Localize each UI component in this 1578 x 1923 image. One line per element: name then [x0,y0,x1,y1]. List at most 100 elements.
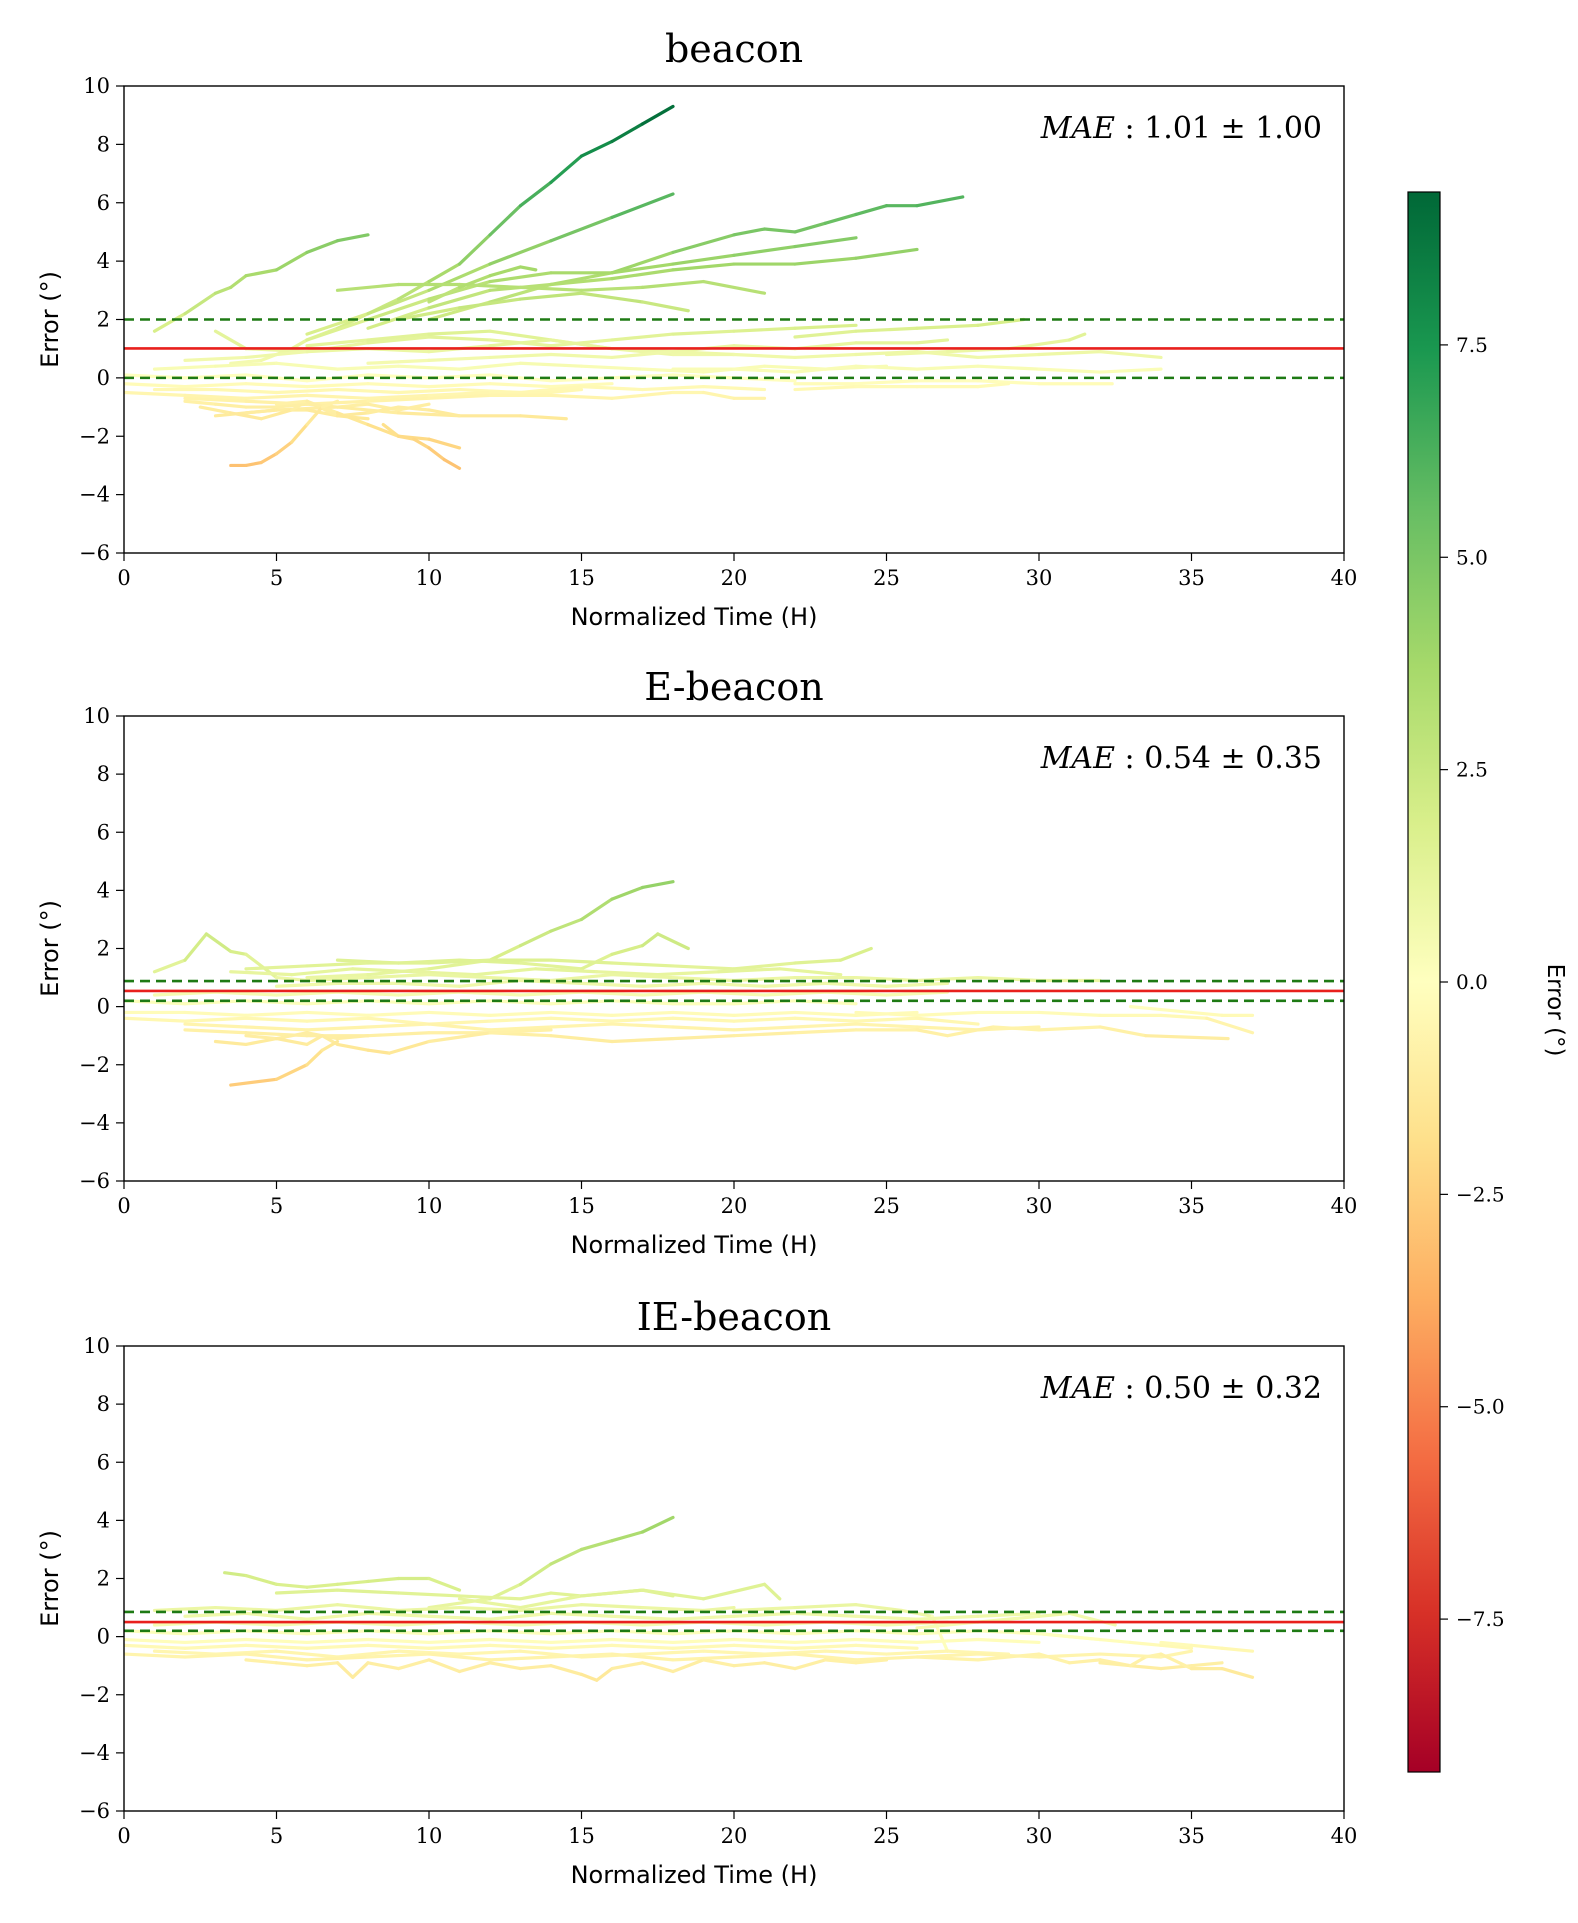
series-21-segment [579,385,645,392]
series-7-segment [884,981,950,988]
x-tick-label: 5 [270,566,283,590]
series-28-segment [259,408,294,421]
series-13-segment [915,1016,980,1026]
series-10-segment [1205,1016,1255,1035]
x-tick-label: 25 [873,1194,900,1218]
x-axis-label: Normalized Time (H) [571,1231,818,1259]
series-11-segment [854,1010,919,1017]
series-8-segment [579,291,645,304]
series-7-segment [244,1611,309,1621]
series-17-segment [640,1661,675,1674]
series-15-segment [152,1649,218,1656]
series-12-segment [305,1637,370,1645]
series-8-segment [457,990,523,997]
series-10-segment [366,335,431,345]
series-7-segment [488,1611,553,1621]
panel-1: beacon 0 5 10 15 20 25 30 35 40 −6 −4 −2 0 2 4 6 8 10 Norma… [36,27,1357,631]
x-tick-label: 0 [117,566,130,590]
series-25-segment [183,399,218,406]
series-2-segment [152,958,187,974]
series-18-segment [549,376,614,383]
series-8-segment [518,291,584,301]
series-15-segment [732,1031,797,1038]
series-12-segment [305,338,370,348]
y-tick-label: −4 [79,1111,110,1135]
series-5-segment [717,967,782,974]
series-15-segment [1037,350,1102,357]
series-3-segment [396,1591,462,1598]
series-9-segment [518,265,538,272]
series-14-segment [366,1643,431,1650]
series-17-segment [488,1028,553,1035]
series-23-segment [549,387,584,395]
series-1-segment [549,917,584,933]
series-23-segment [366,393,431,400]
series-15-segment [549,352,614,360]
series-5-segment [290,967,355,977]
series-27-segment [366,405,401,415]
series-31-segment [396,434,416,441]
series-6-segment [793,256,858,266]
series-14-segment [427,1022,492,1032]
series-30-segment [320,399,340,409]
series-17-segment [595,1666,614,1682]
series-31-segment [381,422,401,438]
series-4-segment [640,1588,706,1601]
x-tick-label: 40 [1331,1824,1358,1848]
series-3-segment [793,221,828,234]
series-17-segment [305,1034,324,1047]
series-14-segment [549,1022,614,1029]
series-14-segment [244,350,309,360]
series-11-segment [1128,1640,1163,1647]
series-group [124,104,1163,470]
series-7-segment [640,279,706,289]
x-tick-label: 40 [1331,1194,1358,1218]
y-tick-label: 2 [97,937,110,961]
series-15-segment [671,1034,736,1041]
y-tick-label: 10 [83,74,110,98]
series-12-segment [793,1637,858,1645]
series-19-segment [1220,1666,1255,1679]
series-18-segment [1037,1652,1072,1665]
series-8-segment [396,990,462,997]
series-3-segment [671,233,736,254]
x-tick-label: 0 [117,1824,130,1848]
series-14-segment [488,1025,553,1032]
series-2-segment [204,932,233,954]
series-23-segment [244,393,309,400]
series-18-segment [320,1039,340,1052]
series-17-segment [732,1661,767,1668]
colorbar-tick-label: 5.0 [1456,545,1488,569]
series-4-segment [274,250,309,272]
x-tick-label: 15 [568,1194,595,1218]
series-15-segment [793,352,858,360]
series-9-segment [549,999,614,1006]
series-1-segment [305,973,370,980]
series-15-segment [183,1028,248,1035]
series-17-segment [366,1048,391,1055]
series-17-segment [366,1661,401,1671]
series-2-segment [366,1576,401,1584]
colorbar-tick-label: 2.5 [1456,758,1488,782]
series-16-segment [457,361,523,371]
y-axis-label: Error (°) [36,1530,64,1627]
series-9-segment [1037,1611,1072,1618]
series-1-segment [549,154,584,184]
series-1-segment [579,1539,614,1552]
series-20-segment [366,382,431,389]
series-8-segment [762,990,828,997]
series-16-segment [124,1652,187,1659]
series-30-segment [244,460,263,468]
series-14-segment [854,1022,919,1029]
series-14-segment [854,1643,919,1650]
series-31-segment [412,437,431,450]
series-7-segment [640,981,706,988]
series-4-segment [518,1594,584,1610]
colorbar-label: Error (°) [1542,964,1568,1057]
series-3-segment [518,961,584,971]
series-11-segment [915,323,980,330]
series-24-segment [610,390,675,400]
series-15-segment [640,1649,706,1656]
y-tick-label: 2 [97,308,110,332]
series-5-segment [305,317,370,342]
